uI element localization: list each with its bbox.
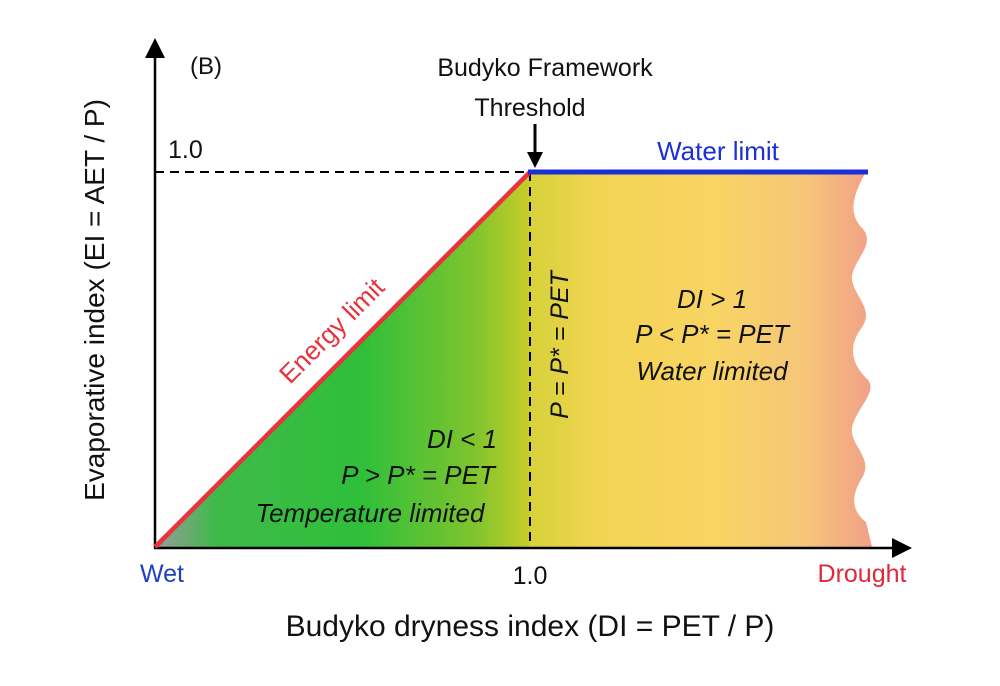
energy-limit-line [153, 170, 532, 549]
panel-label: (B) [190, 53, 222, 80]
x-end-right-label: Drought [818, 560, 907, 588]
left-region-line2: P > P* = PET [341, 460, 497, 490]
boundary-equation-label: P = P* = PET [546, 269, 574, 418]
left-region-line3: Temperature limited [256, 498, 486, 528]
threshold-title-line2: Threshold [474, 94, 585, 122]
water-limit-label: Water limit [657, 136, 780, 166]
right-region-line3: Water limited [636, 356, 789, 386]
x-end-left-label: Wet [140, 560, 184, 588]
right-region-line2: P < P* = PET [635, 319, 791, 349]
x-tick-label: 1.0 [513, 562, 548, 590]
x-axis-label: Budyko dryness index (DI = PET / P) [286, 610, 775, 643]
right-region-line1: DI > 1 [677, 284, 747, 314]
threshold-title-line1: Budyko Framework [437, 54, 653, 82]
threshold-arrow-head [527, 152, 543, 168]
y-tick-label: 1.0 [168, 136, 203, 164]
left-region-line1: DI < 1 [427, 424, 497, 454]
y-axis-label: Evaporative index (EI = AET / P) [79, 99, 110, 501]
water-limited-region [530, 172, 872, 547]
